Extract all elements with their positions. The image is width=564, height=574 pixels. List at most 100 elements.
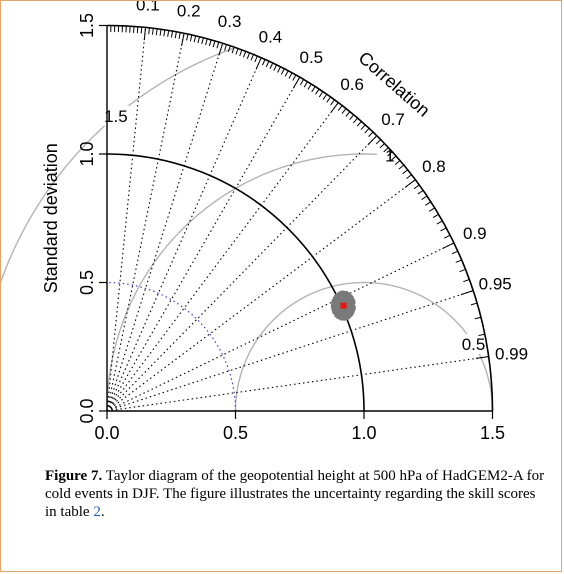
correlation-tick-mark [189, 34, 193, 42]
correlation-tick-mark [455, 259, 462, 263]
uncertainty-sample [342, 318, 345, 321]
uncertainty-sample [337, 303, 340, 306]
correlation-tick-mark [218, 43, 224, 56]
uncertainty-sample [347, 299, 350, 302]
uncertainty-sample [333, 304, 336, 307]
correlation-tick-mark [440, 227, 447, 232]
uncertainty-sample [335, 314, 338, 317]
taylor-diagram: 0.5 1 1.5 0.0 0.5 1.0 1.5 0.0 0.5 1.0 1.5 Standard… [1, 1, 528, 443]
uncertainty-sample [342, 298, 345, 301]
y-tick-label: 0.5 [77, 270, 97, 295]
uncertainty-sample [346, 308, 349, 311]
correlation-tick-mark [404, 179, 416, 188]
uncertainty-sample [342, 312, 345, 315]
uncertainty-sample [345, 297, 348, 300]
uncertainty-sample [332, 310, 335, 313]
correlation-rays [106, 27, 489, 412]
correlation-tick-label: 0.7 [381, 110, 405, 129]
correlation-tick-label: 0.2 [177, 2, 201, 21]
uncertainty-sample [340, 309, 343, 312]
uncertainty-sample [338, 311, 341, 314]
correlation-tick-mark [136, 26, 139, 34]
correlation-tick-mark [216, 41, 220, 49]
correlation-tick-mark [155, 28, 158, 36]
uncertainty-sample [346, 305, 349, 308]
uncertainty-sample [349, 305, 352, 308]
uncertainty-sample [336, 307, 339, 310]
uncertainty-sample [337, 317, 340, 320]
x-tick-label: 0.5 [223, 423, 248, 443]
correlation-tick-mark [398, 164, 405, 170]
tick-marks [99, 24, 494, 419]
correlation-tick-label: 0.95 [479, 274, 512, 293]
correlation-tick-mark [478, 333, 485, 337]
correlation-tick-mark [318, 91, 324, 98]
uncertainty-sample [335, 315, 338, 318]
uncertainty-sample [350, 306, 353, 309]
uncertainty-sample [333, 295, 336, 298]
rms-contour-1.5 [1, 47, 234, 284]
rms-contour-label: 1 [385, 146, 394, 165]
correlation-tick-mark [231, 46, 235, 54]
uncertainty-sample [345, 299, 348, 302]
x-tick-label: 1.0 [351, 423, 376, 443]
uncertainty-sample [350, 309, 353, 312]
correlation-tick-mark [349, 114, 355, 121]
uncertainty-sample [346, 304, 349, 307]
uncertainty-sample [345, 308, 348, 311]
uncertainty-sample [339, 313, 342, 316]
correlation-tick-mark [250, 54, 254, 61]
uncertainty-sample [350, 295, 353, 298]
uncertainty-sample [339, 306, 342, 309]
correlation-tick-label: 0.99 [495, 344, 528, 363]
uncertainty-sample [338, 297, 341, 300]
uncertainty-sample [339, 298, 342, 301]
y-tick-label: 1.5 [77, 13, 97, 38]
axes [106, 24, 494, 412]
uncertainty-sample [349, 300, 352, 303]
correlation-tick-mark [205, 38, 208, 46]
uncertainty-sample [353, 300, 356, 303]
caption-text: Taylor diagram of the geopotential heigh… [45, 468, 545, 520]
uncertainty-sample [342, 291, 345, 294]
correlation-tick-label: 0.6 [340, 75, 364, 94]
uncertainty-sample [338, 302, 341, 305]
caption-table-ref[interactable]: 2 [93, 504, 101, 520]
outer-arc [106, 24, 494, 412]
correlation-tick-mark [390, 155, 397, 161]
correlation-ray-0.1 [106, 27, 147, 412]
tick-labels: 0.0 0.5 1.0 1.5 0.0 0.5 1.0 1.5 Standard deviati… [41, 1, 528, 443]
uncertainty-sample [348, 296, 351, 299]
uncertainty-sample [339, 316, 342, 319]
y-tick-label: 1.0 [77, 141, 97, 166]
uncertainty-sample [337, 297, 340, 300]
correlation-ray-0.9 [106, 242, 455, 412]
correlation-tick-label: 0.5 [299, 48, 323, 67]
correlation-tick-mark [475, 356, 489, 359]
correlation-tick-mark [322, 93, 328, 100]
correlation-tick-mark [330, 99, 335, 106]
uncertainty-sample [338, 315, 341, 318]
correlation-ray-0.99 [106, 356, 489, 412]
uncertainty-sample [350, 308, 353, 311]
uncertainty-sample [346, 311, 349, 314]
correlation-tick-mark [470, 302, 478, 306]
correlation-ray-0.6 [106, 102, 339, 412]
uncertainty-sample [349, 314, 352, 317]
rms-contour-label: 1.5 [104, 107, 128, 126]
correlation-tick-mark [425, 201, 432, 206]
correlation-tick-mark [303, 81, 308, 88]
correlation-tick-mark [474, 316, 482, 320]
x-tick-label: 1.5 [480, 423, 505, 443]
correlation-tick-mark [174, 31, 177, 39]
correlation-tick-mark [442, 242, 455, 250]
uncertainty-sample [350, 298, 353, 301]
x-tick-label: 0.0 [94, 423, 119, 443]
uncertainty-sample [332, 302, 335, 305]
correlation-tick-label: 0.1 [136, 1, 160, 14]
correlation-tick-mark [360, 124, 366, 130]
rms-label-bg-1.5 [102, 105, 129, 126]
uncertainty-sample [337, 304, 340, 307]
uncertainty-sample [334, 303, 337, 306]
uncertainty-sample [349, 294, 352, 297]
